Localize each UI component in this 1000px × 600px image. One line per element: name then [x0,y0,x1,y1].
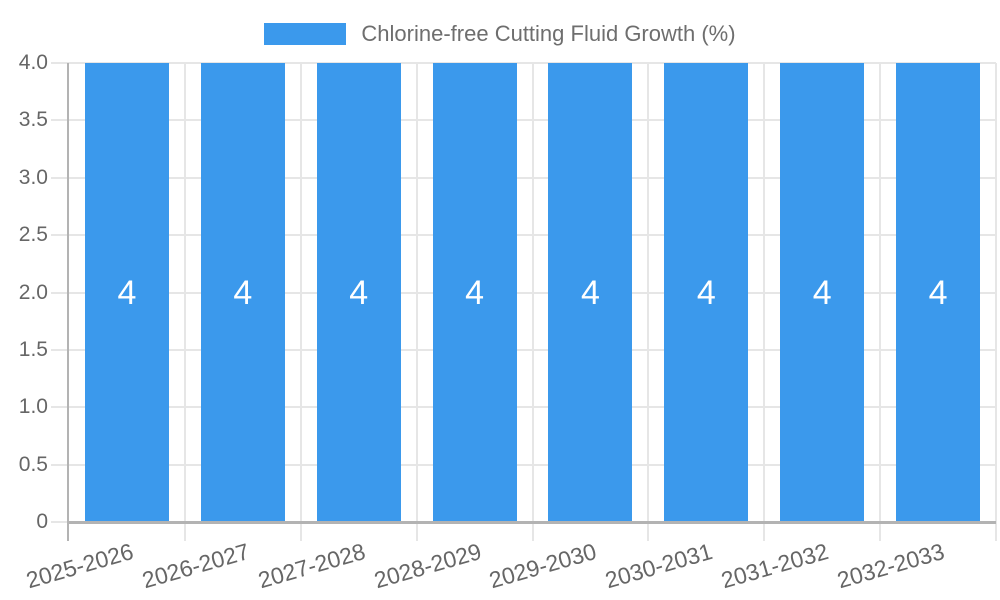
y-tick-mark [51,521,69,523]
y-tick-mark [51,119,69,122]
bar [432,63,517,522]
x-gridline [879,63,882,541]
bar-value-label: 4 [465,273,485,312]
x-tick-label: 2030-2031 [602,538,716,594]
x-gridline [415,63,418,541]
y-tick-label: 4.0 [18,51,48,74]
bar-value-label: 4 [349,273,369,312]
y-tick-mark [51,291,69,294]
legend-label: Chlorine-free Cutting Fluid Growth (%) [361,21,736,46]
y-tick-label: 3.5 [18,108,48,132]
bar-value-label: 4 [233,273,253,312]
x-tick-label: 2028-2029 [370,538,484,594]
bar-value-label: 4 [117,273,137,312]
y-tick-mark [51,406,69,409]
x-tick-label: 2032-2033 [834,538,948,594]
y-tick-label: 1.0 [18,395,48,419]
x-gridline [647,63,650,541]
x-tick-label: 2026-2027 [139,538,252,594]
bar [316,63,401,522]
bar [200,63,285,522]
bar [664,63,749,522]
x-gridline [531,63,534,541]
bar [896,63,981,522]
y-axis-line [67,63,69,541]
y-tick-mark [51,234,69,237]
x-tick-label: 2025-2026 [23,538,137,594]
x-gridline [995,63,997,541]
bar-value-label: 4 [928,273,948,312]
y-tick-label: 3.0 [18,165,48,189]
y-tick-label: 2.0 [18,280,48,304]
y-tick-label: 0 [36,510,48,533]
bar-value-label: 4 [812,273,832,312]
legend[interactable]: Chlorine-free Cutting Fluid Growth (%) [0,22,1000,46]
y-tick-mark [51,176,69,179]
bar [780,63,865,522]
y-tick-mark [51,62,69,64]
y-tick-label: 0.5 [18,452,48,476]
y-tick-mark [51,463,69,466]
bar-value-label: 4 [580,273,600,312]
x-tick-label: 2031-2032 [718,538,832,594]
x-tick-label: 2027-2028 [254,538,368,594]
x-tick-label: 2029-2030 [486,538,600,594]
bar [84,63,169,522]
x-axis-line [67,521,996,524]
bar-value-label: 4 [696,273,716,312]
x-gridline [299,63,302,541]
y-tick-label: 1.5 [18,337,48,361]
y-tick-mark [51,348,69,351]
legend-swatch-icon [264,23,347,45]
y-tick-label: 2.5 [18,223,48,247]
bar [548,63,633,522]
x-gridline [763,63,766,541]
x-gridline [183,63,186,541]
